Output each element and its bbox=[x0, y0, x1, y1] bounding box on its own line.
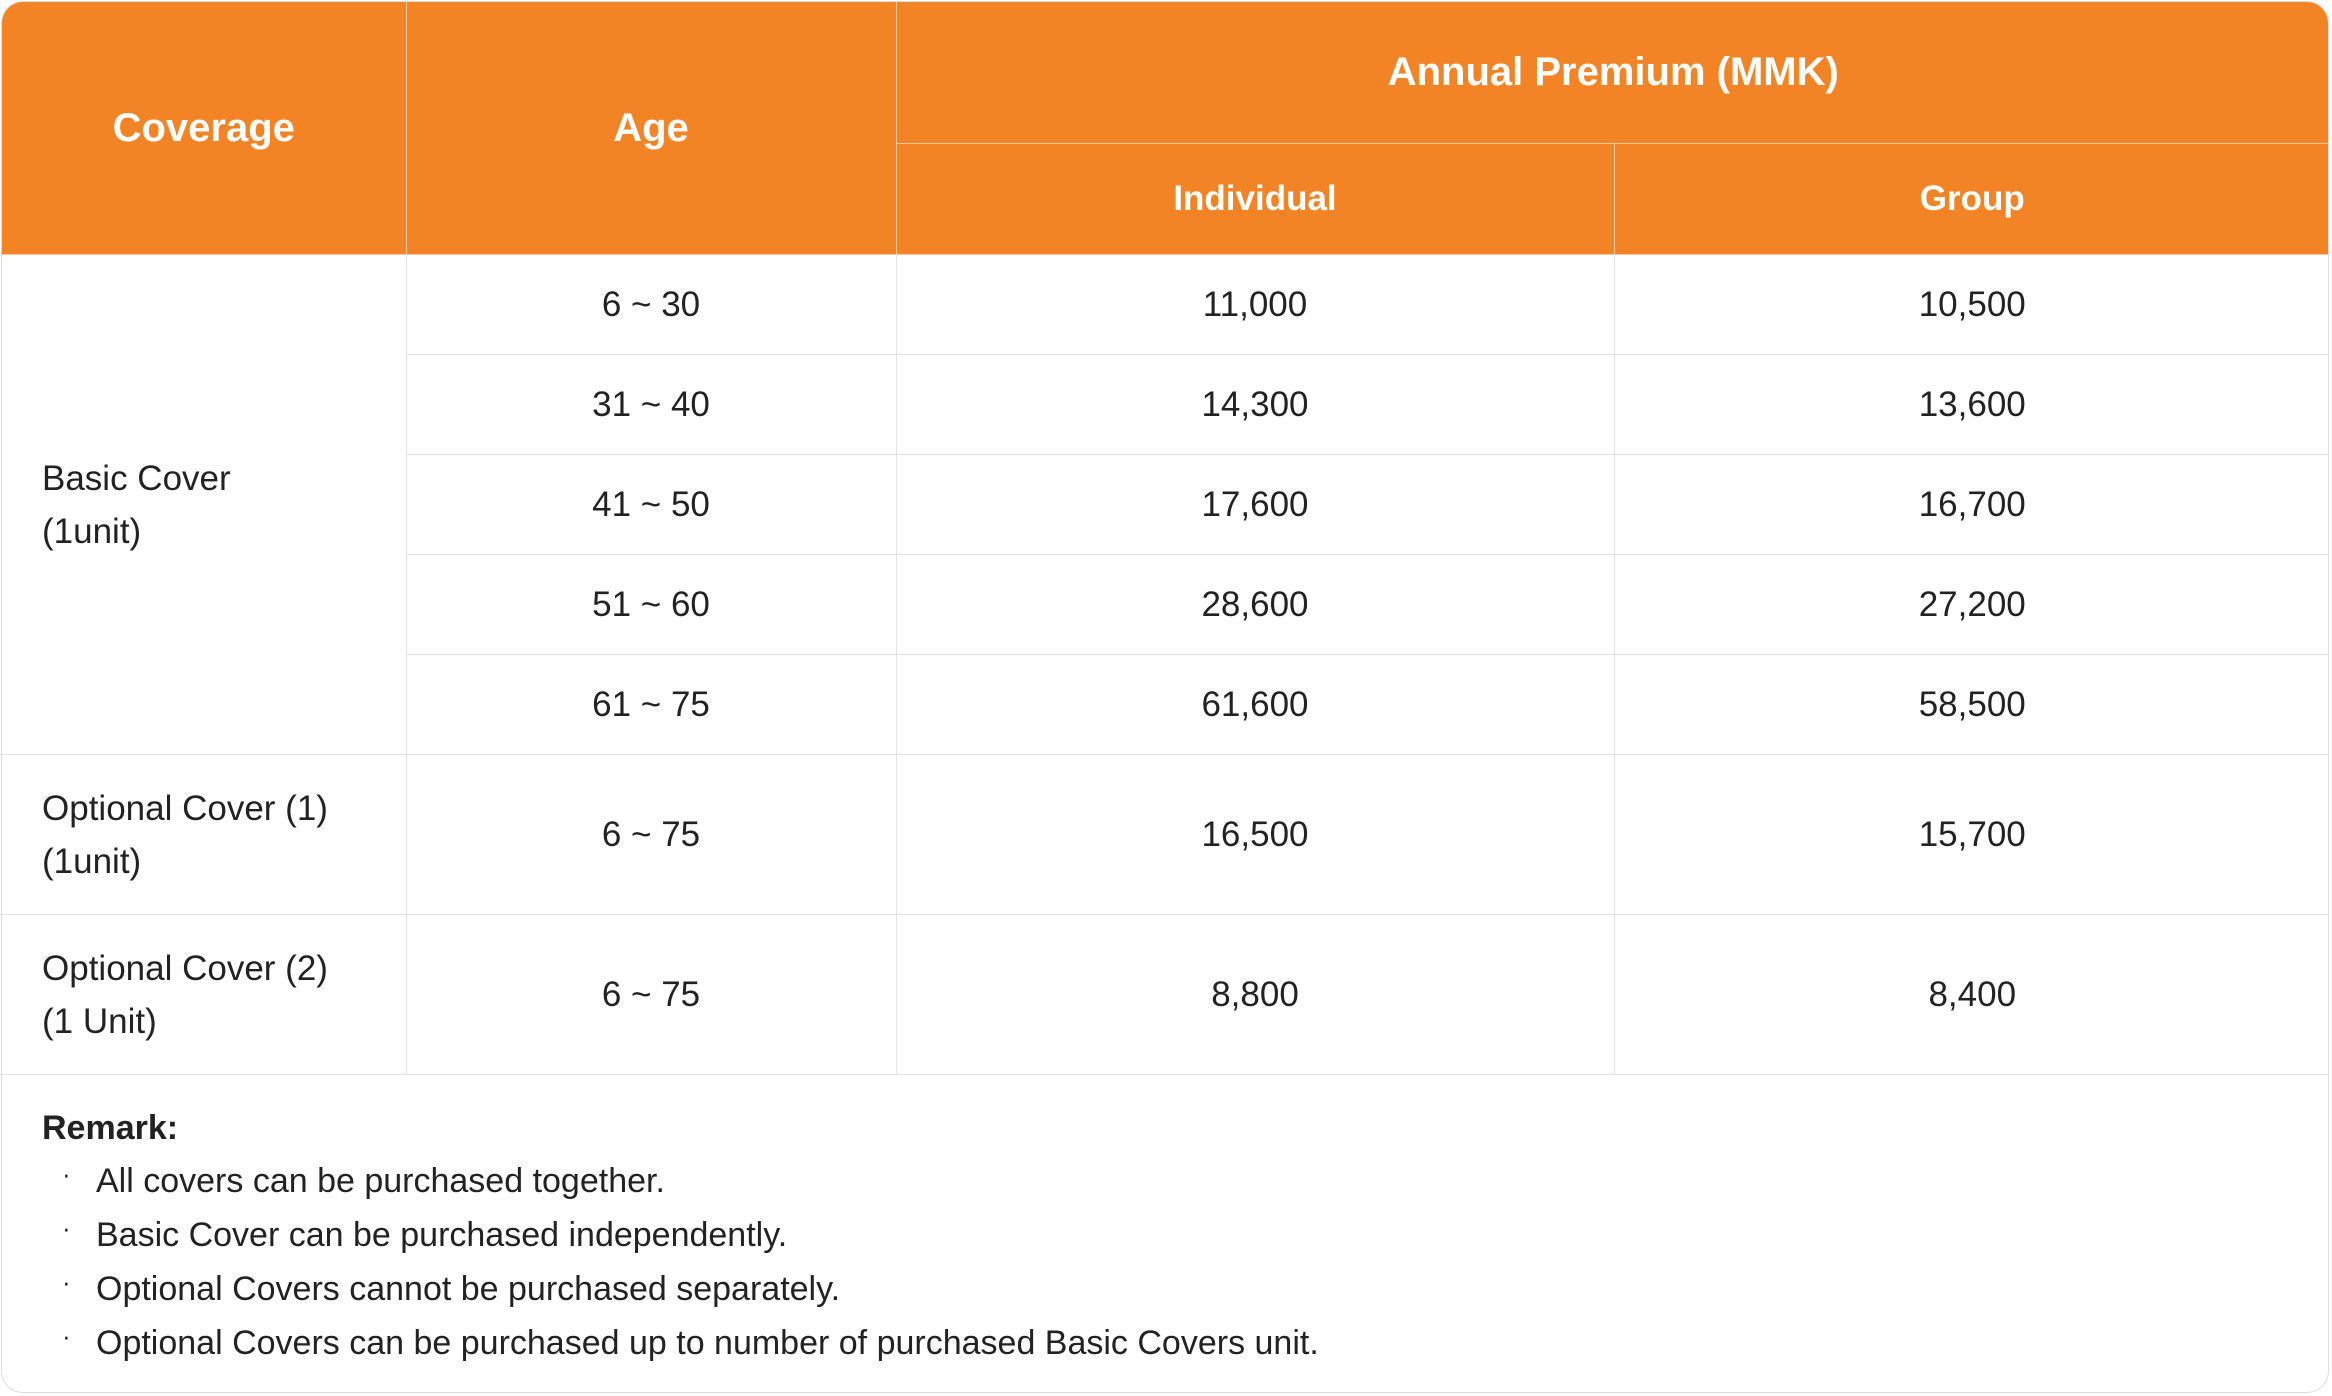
individual-premium-cell: 61,600 bbox=[896, 654, 1615, 755]
list-item: · Optional Covers can be purchased up to … bbox=[62, 1316, 2328, 1370]
individual-premium-cell: 16,500 bbox=[896, 754, 1615, 915]
individual-premium-cell: 8,800 bbox=[896, 914, 1615, 1075]
coverage-optional1-name: Optional Cover (1) bbox=[42, 788, 328, 828]
group-premium-cell: 15,700 bbox=[1614, 754, 2328, 915]
remark-text: Optional Covers cannot be purchased sepa… bbox=[96, 1270, 841, 1308]
table-row: Optional Cover (2) (1 Unit) 6 ~ 75 8,800… bbox=[2, 914, 2328, 1075]
header-annual-premium: Annual Premium (MMK) bbox=[896, 2, 2328, 144]
table-row: 31 ~ 40 14,300 13,600 bbox=[2, 354, 2328, 455]
group-premium-cell: 13,600 bbox=[1614, 354, 2328, 455]
individual-premium-cell: 28,600 bbox=[896, 554, 1615, 655]
individual-premium-cell: 14,300 bbox=[896, 354, 1615, 455]
individual-premium-cell: 11,000 bbox=[896, 254, 1615, 355]
table-row: 61 ~ 75 61,600 58,500 bbox=[2, 654, 2328, 755]
age-cell: 6 ~ 75 bbox=[406, 914, 897, 1075]
age-cell: 6 ~ 75 bbox=[406, 754, 897, 915]
remarks-list: · All covers can be purchased together. ·… bbox=[42, 1154, 2328, 1370]
group-premium-cell: 27,200 bbox=[1614, 554, 2328, 655]
remark-text: Basic Cover can be purchased independent… bbox=[96, 1216, 788, 1254]
age-cell: 41 ~ 50 bbox=[406, 454, 897, 555]
header-group: Group bbox=[1614, 143, 2328, 255]
remarks-section: Remark: · All covers can be purchased tog… bbox=[2, 1075, 2328, 1370]
age-cell: 51 ~ 60 bbox=[406, 554, 897, 655]
coverage-basic-name: Basic Cover bbox=[42, 458, 231, 498]
bullet-icon: · bbox=[62, 1159, 71, 1189]
bullet-icon: · bbox=[62, 1267, 71, 1297]
coverage-optional1-unit: (1unit) bbox=[42, 841, 142, 881]
group-premium-cell: 16,700 bbox=[1614, 454, 2328, 555]
list-item: · Optional Covers cannot be purchased sep… bbox=[62, 1262, 2328, 1316]
age-cell: 6 ~ 30 bbox=[406, 254, 897, 355]
coverage-optional2-name: Optional Cover (2) bbox=[42, 948, 328, 988]
bullet-icon: · bbox=[62, 1213, 71, 1243]
coverage-optional2-cell: Optional Cover (2) (1 Unit) bbox=[2, 914, 407, 1075]
coverage-basic-unit: (1unit) bbox=[42, 511, 142, 551]
coverage-basic-cell: Basic Cover (1unit) bbox=[2, 254, 407, 755]
list-item: · Basic Cover can be purchased independen… bbox=[62, 1208, 2328, 1262]
header-individual: Individual bbox=[896, 143, 1615, 255]
header-age: Age bbox=[406, 2, 897, 255]
header-coverage: Coverage bbox=[2, 2, 407, 255]
group-premium-cell: 8,400 bbox=[1614, 914, 2328, 1075]
remark-text: All covers can be purchased together. bbox=[96, 1162, 665, 1200]
list-item: · All covers can be purchased together. bbox=[62, 1154, 2328, 1208]
table-row: 41 ~ 50 17,600 16,700 bbox=[2, 454, 2328, 555]
coverage-optional1-cell: Optional Cover (1) (1unit) bbox=[2, 754, 407, 915]
individual-premium-cell: 17,600 bbox=[896, 454, 1615, 555]
remarks-title: Remark: bbox=[42, 1109, 179, 1147]
coverage-optional2-unit: (1 Unit) bbox=[42, 1001, 157, 1041]
table-row: Optional Cover (1) (1unit) 6 ~ 75 16,500… bbox=[2, 754, 2328, 915]
age-cell: 61 ~ 75 bbox=[406, 654, 897, 755]
remark-text: Optional Covers can be purchased up to n… bbox=[96, 1324, 1319, 1362]
table-row: Basic Cover (1unit) 6 ~ 30 11,000 10,500 bbox=[2, 254, 2328, 755]
table-row: 51 ~ 60 28,600 27,200 bbox=[2, 554, 2328, 655]
age-cell: 31 ~ 40 bbox=[406, 354, 897, 455]
bullet-icon: · bbox=[62, 1321, 71, 1351]
premium-table: Coverage Age Annual Premium (MMK) Indivi… bbox=[2, 2, 2328, 1075]
group-premium-cell: 58,500 bbox=[1614, 654, 2328, 755]
group-premium-cell: 10,500 bbox=[1614, 254, 2328, 355]
